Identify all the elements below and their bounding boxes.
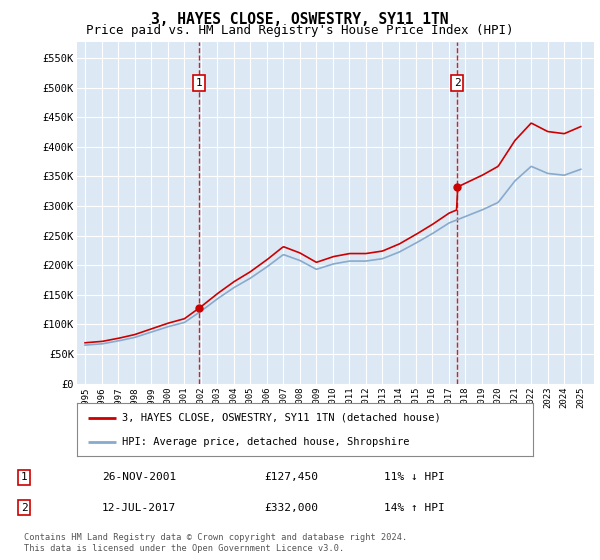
Text: 2: 2 xyxy=(454,78,461,88)
Text: 14% ↑ HPI: 14% ↑ HPI xyxy=(384,503,445,513)
Text: Price paid vs. HM Land Registry's House Price Index (HPI): Price paid vs. HM Land Registry's House … xyxy=(86,24,514,37)
Text: Contains HM Land Registry data © Crown copyright and database right 2024.
This d: Contains HM Land Registry data © Crown c… xyxy=(24,533,407,553)
Text: £332,000: £332,000 xyxy=(264,503,318,513)
Text: 11% ↓ HPI: 11% ↓ HPI xyxy=(384,472,445,482)
Text: 26-NOV-2001: 26-NOV-2001 xyxy=(102,472,176,482)
Text: 1: 1 xyxy=(196,78,202,88)
Text: 3, HAYES CLOSE, OSWESTRY, SY11 1TN: 3, HAYES CLOSE, OSWESTRY, SY11 1TN xyxy=(151,12,449,27)
Text: 12-JUL-2017: 12-JUL-2017 xyxy=(102,503,176,513)
Text: 2: 2 xyxy=(20,503,28,513)
Text: 3, HAYES CLOSE, OSWESTRY, SY11 1TN (detached house): 3, HAYES CLOSE, OSWESTRY, SY11 1TN (deta… xyxy=(122,413,441,423)
Text: £127,450: £127,450 xyxy=(264,472,318,482)
Text: 1: 1 xyxy=(20,472,28,482)
Text: HPI: Average price, detached house, Shropshire: HPI: Average price, detached house, Shro… xyxy=(122,437,410,447)
